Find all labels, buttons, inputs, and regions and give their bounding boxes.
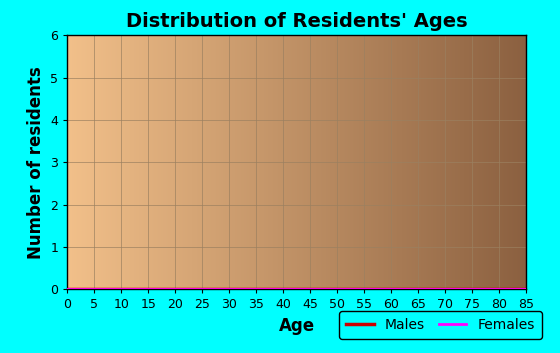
X-axis label: Age: Age	[279, 317, 315, 335]
Title: Distribution of Residents' Ages: Distribution of Residents' Ages	[126, 12, 468, 31]
Y-axis label: Number of residents: Number of residents	[27, 66, 45, 259]
Legend: Males, Females: Males, Females	[339, 311, 542, 339]
